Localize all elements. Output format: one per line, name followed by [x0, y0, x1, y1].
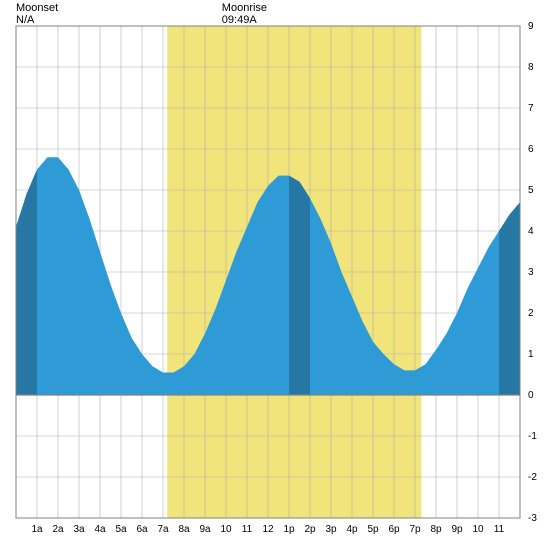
svg-text:3a: 3a — [73, 524, 85, 535]
moonset-value: N/A — [16, 14, 34, 26]
svg-text:6p: 6p — [388, 524, 400, 535]
svg-text:8a: 8a — [178, 524, 190, 535]
svg-text:1p: 1p — [283, 524, 295, 535]
svg-text:2a: 2a — [52, 524, 64, 535]
svg-text:7a: 7a — [157, 524, 169, 535]
svg-text:0: 0 — [528, 390, 534, 401]
svg-text:5a: 5a — [115, 524, 127, 535]
svg-text:4: 4 — [528, 226, 534, 237]
svg-text:3p: 3p — [325, 524, 337, 535]
svg-text:2p: 2p — [304, 524, 316, 535]
svg-text:9: 9 — [528, 21, 534, 32]
svg-text:-1: -1 — [528, 431, 537, 442]
svg-text:6: 6 — [528, 144, 534, 155]
svg-text:4p: 4p — [346, 524, 358, 535]
chart-svg: -3-2-101234567891a2a3a4a5a6a7a8a9a101112… — [0, 0, 550, 550]
svg-text:2: 2 — [528, 308, 534, 319]
svg-text:1: 1 — [528, 349, 534, 360]
svg-text:8: 8 — [528, 62, 534, 73]
moonrise-value: 09:49A — [222, 14, 257, 26]
svg-text:1a: 1a — [31, 524, 43, 535]
moonrise-label: Moonrise — [222, 2, 267, 14]
svg-text:-2: -2 — [528, 472, 537, 483]
svg-text:-3: -3 — [528, 513, 537, 524]
svg-text:11: 11 — [494, 524, 505, 535]
moonset-label: Moonset — [16, 2, 58, 14]
svg-text:10: 10 — [472, 524, 484, 535]
svg-text:8p: 8p — [430, 524, 442, 535]
svg-text:3: 3 — [528, 267, 534, 278]
svg-text:4a: 4a — [94, 524, 106, 535]
svg-text:9a: 9a — [199, 524, 211, 535]
svg-text:5: 5 — [528, 185, 534, 196]
svg-text:5p: 5p — [367, 524, 379, 535]
svg-text:12: 12 — [262, 524, 274, 535]
tide-chart: -3-2-101234567891a2a3a4a5a6a7a8a9a101112… — [0, 0, 550, 550]
svg-text:7: 7 — [528, 103, 534, 114]
svg-text:11: 11 — [242, 524, 253, 535]
svg-text:10: 10 — [220, 524, 232, 535]
svg-text:6a: 6a — [136, 524, 148, 535]
svg-text:7p: 7p — [409, 524, 421, 535]
svg-text:9p: 9p — [451, 524, 463, 535]
